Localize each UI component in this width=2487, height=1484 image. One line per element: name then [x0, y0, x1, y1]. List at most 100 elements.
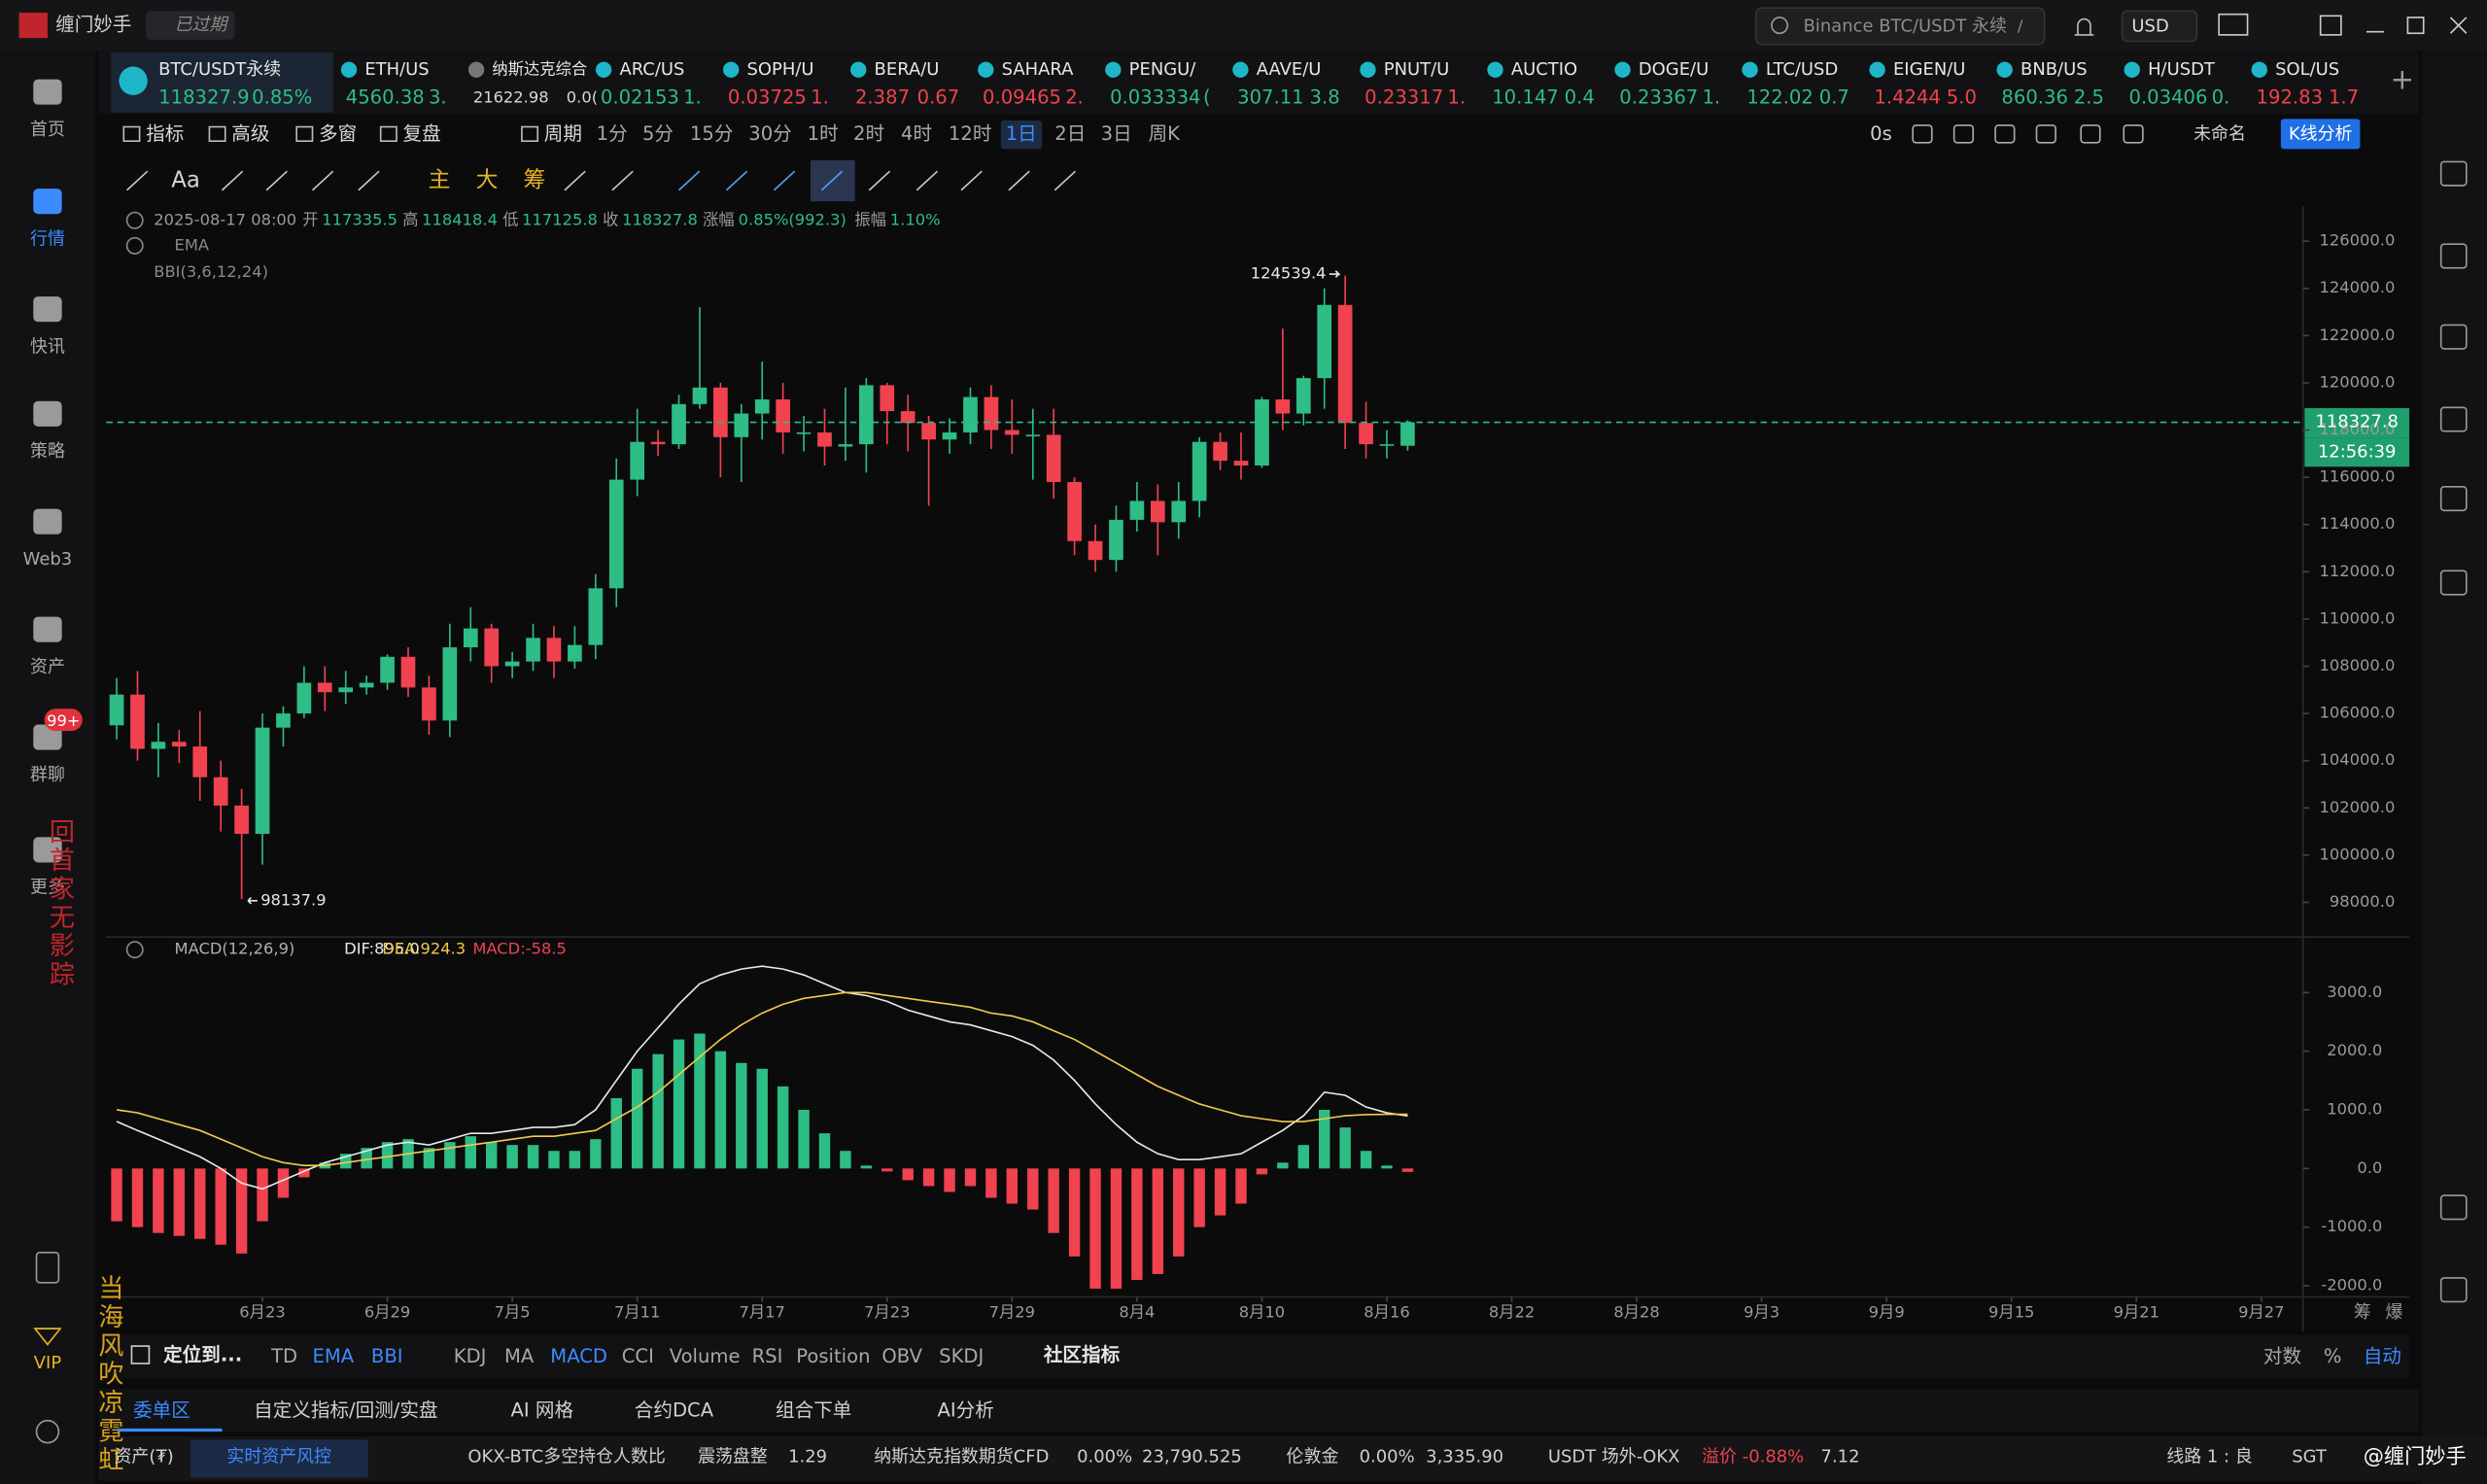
ticker-name[interactable]: BNB/US [2021, 59, 2088, 80]
period[interactable]: 4时 [901, 122, 932, 145]
locate[interactable]: 定位到... [163, 1343, 242, 1365]
draw-tool[interactable] [960, 170, 983, 191]
tool-icon[interactable] [2439, 1194, 2468, 1221]
ticker-change[interactable]: 0.4 [1565, 86, 1595, 109]
sidebar-icon[interactable] [33, 296, 62, 323]
draw-tool[interactable] [773, 170, 796, 191]
ticker-change[interactable]: 0. [2212, 86, 2230, 109]
tab[interactable]: 自定义指标/回测/实盘 [254, 1398, 437, 1421]
sub-indicator[interactable]: CCI [622, 1345, 654, 1367]
draw-tool-label[interactable]: 主 [429, 167, 451, 192]
period[interactable]: 2时 [853, 122, 884, 145]
settings-icon[interactable] [35, 1419, 60, 1444]
sidebar-label[interactable]: 更多 [30, 878, 65, 898]
ticker-name[interactable]: PENGU/ [1129, 59, 1197, 80]
ticker-change[interactable]: 1. [1447, 86, 1466, 109]
analysis[interactable]: K线分析 [2289, 124, 2353, 145]
timer[interactable]: 0s [1870, 122, 1892, 145]
ticker-name[interactable]: BTC/USDT永续 [158, 59, 281, 80]
ticker-change[interactable]: 1.7 [2329, 86, 2359, 109]
toolbar-icon[interactable] [295, 125, 314, 143]
ticker-change[interactable]: 0.7 [1819, 86, 1849, 109]
ticker-name[interactable]: H/USDT [2148, 59, 2216, 80]
draw-tool[interactable] [221, 170, 244, 191]
scale-option[interactable]: 对数 [2263, 1345, 2302, 1367]
ticker-price[interactable]: 307.11 [1237, 86, 1304, 109]
ticker-price[interactable]: 0.23317 [1364, 86, 1443, 109]
ticker-name[interactable]: SAHARA [1002, 59, 1074, 80]
toolbar-icon[interactable] [2080, 124, 2101, 144]
analysis-button[interactable] [2280, 119, 2361, 150]
tool-icon[interactable] [2439, 1277, 2468, 1303]
period[interactable]: 12时 [949, 122, 992, 145]
ticker-price[interactable]: 1.4244 [1874, 86, 1941, 109]
vip[interactable]: VIP [34, 1353, 62, 1373]
period[interactable]: 1时 [808, 122, 839, 145]
ticker-name[interactable]: LTC/USD [1766, 59, 1838, 80]
tool-icon[interactable] [2439, 324, 2468, 350]
sidebar-label[interactable]: 策略 [30, 441, 65, 462]
ticker-change[interactable]: 1. [1702, 86, 1720, 109]
tool-icon[interactable] [2439, 160, 2468, 187]
scale-option[interactable]: 自动 [2364, 1345, 2401, 1367]
scale-option[interactable]: % [2324, 1345, 2342, 1367]
period[interactable]: 5分 [642, 122, 674, 145]
draw-tool[interactable] [677, 170, 701, 191]
sub-indicator[interactable]: Volume [670, 1345, 741, 1367]
ticker-price[interactable]: 860.36 [2001, 86, 2068, 109]
sub-indicator[interactable]: Position [796, 1345, 870, 1367]
draw-tool[interactable] [820, 170, 844, 191]
currency-select[interactable] [2121, 10, 2198, 43]
period[interactable]: 3日 [1101, 122, 1132, 145]
draw-tool[interactable] [611, 170, 634, 191]
tool-icon[interactable] [2439, 243, 2468, 269]
period[interactable]: 2日 [1054, 122, 1086, 145]
layout-name[interactable]: 未命名 [2193, 124, 2246, 145]
toolbar-icon[interactable] [379, 125, 397, 143]
tool-icon[interactable] [2439, 486, 2468, 512]
ticker-price[interactable]: 0.09465 [983, 86, 1061, 109]
main-indicator[interactable]: BBI [371, 1345, 403, 1367]
draw-tool[interactable] [1008, 170, 1030, 191]
sub-indicator[interactable]: KDJ [454, 1345, 487, 1367]
sub-indicator[interactable]: OBV [881, 1345, 922, 1367]
device-icon[interactable] [35, 1251, 60, 1284]
toolbar-item[interactable]: 高级 [231, 122, 269, 145]
draw-tool[interactable] [564, 170, 586, 191]
ticker-price[interactable]: 122.02 [1746, 86, 1813, 109]
ticker-price[interactable]: 0.02153 [601, 86, 679, 109]
main-indicator[interactable]: EMA [313, 1345, 355, 1367]
period[interactable]: 1分 [597, 122, 628, 145]
ticker-change[interactable]: 2. [1065, 86, 1084, 109]
ticker-price[interactable]: 118327.9 [158, 86, 249, 109]
community[interactable]: 社区指标 [1043, 1343, 1121, 1365]
draw-tool-label[interactable]: Aa [171, 167, 200, 192]
ticker-name[interactable]: ETH/US [364, 59, 429, 80]
tab[interactable]: 组合下单 [776, 1398, 851, 1421]
bell-icon[interactable] [2074, 17, 2094, 36]
toolbar-item[interactable]: 复盘 [403, 122, 441, 145]
ticker-change[interactable]: 2.5 [2074, 86, 2104, 109]
ticker-price[interactable]: 192.83 [2257, 86, 2324, 109]
sidebar-label[interactable]: 资产 [30, 657, 65, 677]
ticker-name[interactable]: AUCTIO [1511, 59, 1577, 80]
ticker-price[interactable]: 2.387 [855, 86, 910, 109]
sidebar-icon[interactable] [33, 508, 62, 535]
tool-icon[interactable] [2439, 569, 2468, 596]
ticker-name[interactable]: BERA/U [875, 59, 940, 80]
window-icon[interactable] [2319, 15, 2342, 36]
toolbar-item[interactable]: 周期 [544, 122, 582, 145]
period[interactable]: 15分 [690, 122, 734, 145]
draw-tool[interactable] [868, 170, 891, 191]
ticker-price[interactable]: 0.03406 [2128, 86, 2207, 109]
mail-icon[interactable] [2218, 13, 2249, 36]
toolbar-icon[interactable] [2123, 124, 2144, 144]
locate-icon[interactable] [130, 1345, 151, 1364]
ticker-name[interactable]: SOPH/U [747, 59, 814, 80]
tab[interactable]: 委单区 [133, 1398, 190, 1421]
ticker-name[interactable]: EIGEN/U [1893, 59, 1965, 80]
draw-tool[interactable] [311, 170, 334, 191]
sub-indicator[interactable]: SKDJ [939, 1345, 984, 1367]
sidebar-icon[interactable] [33, 724, 62, 750]
draw-tool-label[interactable]: 筹 [524, 167, 546, 192]
